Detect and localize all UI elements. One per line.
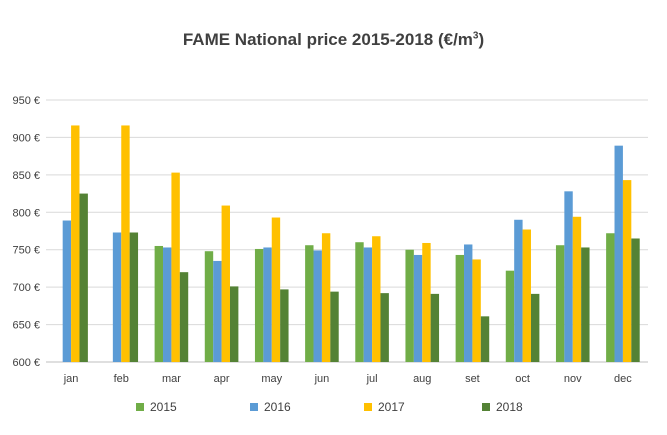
bar-2017-apr — [221, 205, 230, 362]
x-tick-label: nov — [564, 373, 582, 385]
x-tick-label: apr — [214, 373, 230, 385]
bar-2016-may — [263, 247, 272, 362]
bar-2015-jul — [355, 242, 364, 362]
bar-2015-apr — [204, 251, 214, 362]
bar-2017-feb — [121, 125, 130, 362]
chart-title: FAME National price 2015-2018 (€/m3) — [0, 30, 667, 50]
legend-item-2015: 2015 — [136, 400, 177, 414]
y-tick-label: 800 € — [12, 207, 40, 219]
x-tick-label: jan — [63, 373, 79, 385]
y-tick-label: 900 € — [12, 132, 40, 144]
y-tick-label: 700 € — [12, 282, 40, 294]
bar-2017-may — [271, 217, 281, 362]
bar-2015-dec — [606, 233, 615, 362]
legend-swatch — [364, 403, 372, 411]
bar-2016-nov — [564, 191, 573, 362]
chart-legend: 2015 2016 2017 2018 — [0, 400, 667, 416]
legend-item-2016: 2016 — [250, 400, 291, 414]
x-tick-label: dec — [614, 373, 632, 385]
legend-swatch — [250, 403, 258, 411]
bar-2015-jun — [305, 245, 314, 362]
x-tick-label: jul — [366, 373, 378, 385]
y-tick-label: 950 € — [12, 95, 40, 107]
legend-item-2017: 2017 — [364, 400, 405, 414]
bar-2018-feb — [129, 232, 139, 362]
y-tick-label: 600 € — [12, 357, 40, 369]
bar-2018-jul — [380, 293, 389, 362]
bar-2016-aug — [413, 254, 423, 362]
x-tick-label: set — [465, 373, 480, 385]
bar-2017-jun — [321, 233, 331, 362]
bar-2015-oct — [505, 270, 515, 362]
bar-2016-jun — [313, 250, 322, 362]
bar-2018-apr — [229, 286, 239, 362]
bar-2017-nov — [572, 216, 582, 362]
bar-2017-dec — [622, 180, 632, 362]
bar-2018-mar — [179, 272, 189, 362]
x-tick-label: oct — [515, 373, 530, 385]
bar-2018-set — [480, 316, 490, 362]
bar-2016-feb — [112, 232, 122, 362]
legend-label: 2018 — [496, 400, 523, 414]
x-tick-label: jun — [314, 373, 330, 385]
x-tick-label: aug — [413, 373, 431, 385]
bar-2018-dec — [631, 238, 640, 362]
legend-swatch — [482, 403, 490, 411]
bar-2016-dec — [614, 145, 623, 362]
bar-2017-mar — [171, 172, 180, 362]
y-tick-label: 750 € — [12, 245, 40, 257]
bar-2016-mar — [163, 247, 172, 362]
chart-title-superscript: 3 — [472, 30, 479, 42]
bar-2015-nov — [555, 245, 565, 362]
legend-label: 2015 — [150, 400, 177, 414]
bar-2017-oct — [522, 229, 531, 362]
x-tick-label: may — [261, 373, 282, 385]
bar-2017-set — [472, 259, 481, 362]
bar-2018-oct — [530, 293, 540, 362]
bar-2016-jul — [363, 247, 373, 362]
y-tick-label: 850 € — [12, 170, 40, 182]
bar-2016-apr — [213, 260, 222, 362]
bar-2015-mar — [154, 245, 164, 362]
bar-2015-may — [254, 248, 264, 362]
legend-swatch — [136, 403, 144, 411]
bar-2017-jul — [372, 236, 381, 362]
legend-item-2018: 2018 — [482, 400, 523, 414]
chart-title-close: ) — [478, 30, 485, 49]
chart-title-text: FAME National price 2015-2018 (€/m — [182, 30, 473, 49]
bar-2018-aug — [430, 293, 440, 362]
bar-2016-jan — [62, 220, 72, 362]
bar-2015-set — [455, 254, 465, 362]
x-tick-label: mar — [162, 373, 181, 385]
bar-2017-jan — [71, 125, 80, 362]
bar-2016-set — [464, 244, 473, 362]
bar-2016-oct — [514, 219, 523, 362]
bar-2018-jun — [330, 291, 339, 362]
bar-2018-may — [280, 289, 289, 362]
legend-label: 2016 — [264, 400, 291, 414]
bar-2018-nov — [581, 247, 590, 362]
y-tick-label: 650 € — [12, 320, 40, 332]
bar-2015-aug — [405, 249, 414, 362]
legend-label: 2017 — [378, 400, 405, 414]
bar-2018-jan — [79, 193, 88, 362]
x-tick-label: feb — [114, 373, 129, 385]
bar-2017-aug — [422, 242, 431, 362]
